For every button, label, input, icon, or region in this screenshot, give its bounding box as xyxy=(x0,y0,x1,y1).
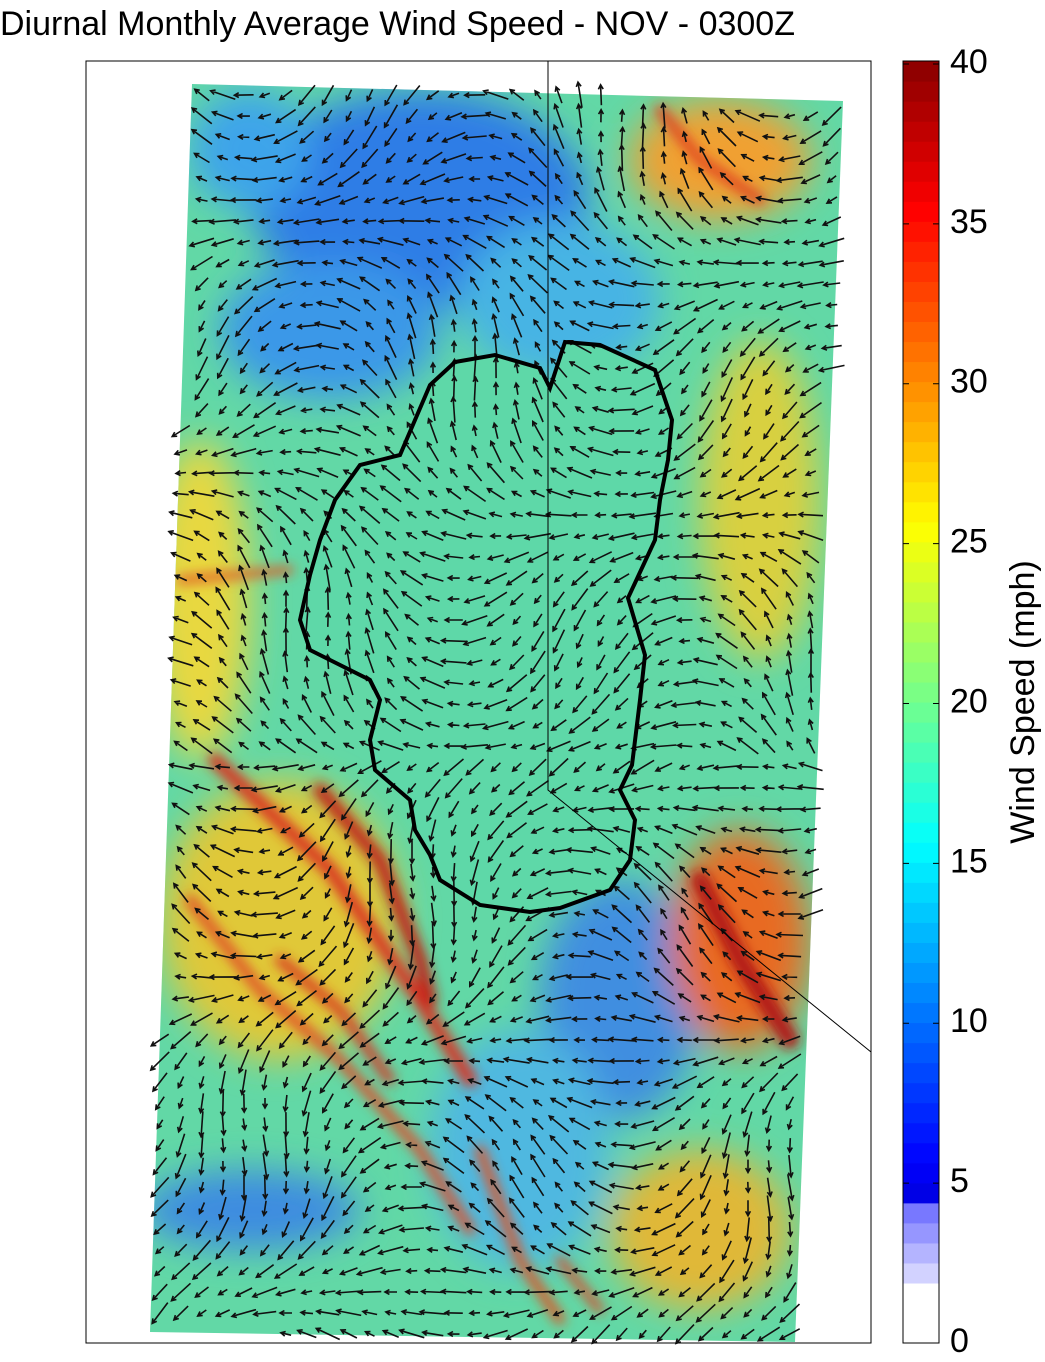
lake-outline xyxy=(297,339,675,915)
colorbar-band xyxy=(903,261,939,282)
colorbar-band xyxy=(903,381,939,403)
colorbar-band xyxy=(903,481,939,503)
colorbar-band xyxy=(903,641,939,663)
colorbar-tick-label: 25 xyxy=(950,523,988,561)
colorbar-band xyxy=(903,81,939,102)
colorbar-frame xyxy=(902,60,940,1344)
colorbar-band xyxy=(903,681,939,703)
state-border xyxy=(547,61,872,1053)
colorbar-band xyxy=(903,281,939,302)
colorbar-band xyxy=(903,501,939,523)
colorbar-band xyxy=(903,742,939,763)
colorbar-band xyxy=(903,1162,939,1184)
colorbar-band xyxy=(903,882,939,903)
colorbar-band xyxy=(903,962,939,984)
colorbar-band xyxy=(903,1262,939,1284)
colorbar-band xyxy=(903,1022,939,1044)
colorbar-band xyxy=(903,241,939,262)
colorbar-tick-label: 10 xyxy=(950,1002,988,1040)
colorbar-band xyxy=(903,722,939,743)
colorbar-band xyxy=(903,201,939,222)
colorbar-band xyxy=(903,1062,939,1084)
colorbar-band xyxy=(903,181,939,202)
colorbar-band xyxy=(903,601,939,623)
colorbar-label: Wind Speed (mph) xyxy=(1004,560,1042,843)
colorbar-tick-label: 15 xyxy=(950,842,988,880)
colorbar-band xyxy=(903,341,939,363)
colorbar-band xyxy=(903,561,939,583)
colorbar-band xyxy=(903,1202,939,1224)
wind-field xyxy=(150,84,843,1342)
colorbar-band xyxy=(903,161,939,182)
colorbar-band xyxy=(903,1182,939,1204)
colorbar-band xyxy=(903,581,939,603)
colorbar-tick-label: 40 xyxy=(950,43,988,81)
colorbar-band xyxy=(903,922,939,943)
colorbar-tick-label: 5 xyxy=(950,1162,969,1200)
colorbar-band xyxy=(903,802,939,823)
colorbar-band xyxy=(903,661,939,683)
colorbar-band xyxy=(903,61,939,82)
colorbar-band xyxy=(903,1142,939,1164)
colorbar-band xyxy=(903,1042,939,1064)
colorbar-band xyxy=(903,1002,939,1024)
colorbar-band xyxy=(903,441,939,463)
colorbar xyxy=(903,61,939,1344)
colorbar-band xyxy=(903,702,939,723)
colorbar-band xyxy=(903,401,939,423)
colorbar-band xyxy=(903,1282,939,1304)
colorbar-band xyxy=(903,521,939,543)
colorbar-tick-label: 30 xyxy=(950,363,988,401)
colorbar-band xyxy=(903,101,939,122)
colorbar-tick-label: 20 xyxy=(950,682,988,720)
colorbar-band xyxy=(903,1302,939,1324)
colorbar-band xyxy=(903,301,939,323)
colorbar-band xyxy=(903,982,939,1004)
title: Diurnal Monthly Average Wind Speed - NOV… xyxy=(0,5,795,43)
colorbar-band xyxy=(903,1242,939,1264)
colorbar-band xyxy=(903,1322,939,1344)
colorbar-tick-label: 0 xyxy=(950,1322,969,1360)
colorbar-band xyxy=(903,221,939,242)
colorbar-tick-label: 35 xyxy=(950,203,988,241)
colorbar-band xyxy=(903,541,939,563)
colorbar-band xyxy=(903,1102,939,1124)
colorbar-band xyxy=(903,942,939,964)
colorbar-band xyxy=(903,1082,939,1104)
colorbar-band xyxy=(903,782,939,803)
colorbar-band xyxy=(903,121,939,142)
colorbar-band xyxy=(903,1122,939,1144)
colorbar-band xyxy=(903,862,939,883)
colorbar-band xyxy=(903,621,939,643)
colorbar-band xyxy=(903,842,939,863)
colorbar-band xyxy=(903,421,939,443)
colorbar-band xyxy=(903,141,939,162)
colorbar-band xyxy=(903,822,939,843)
colorbar-band xyxy=(903,461,939,483)
colorbar-band xyxy=(903,762,939,783)
colorbar-band xyxy=(903,902,939,923)
colorbar-band xyxy=(903,1222,939,1244)
colorbar-band xyxy=(903,361,939,383)
colorbar-band xyxy=(903,321,939,343)
